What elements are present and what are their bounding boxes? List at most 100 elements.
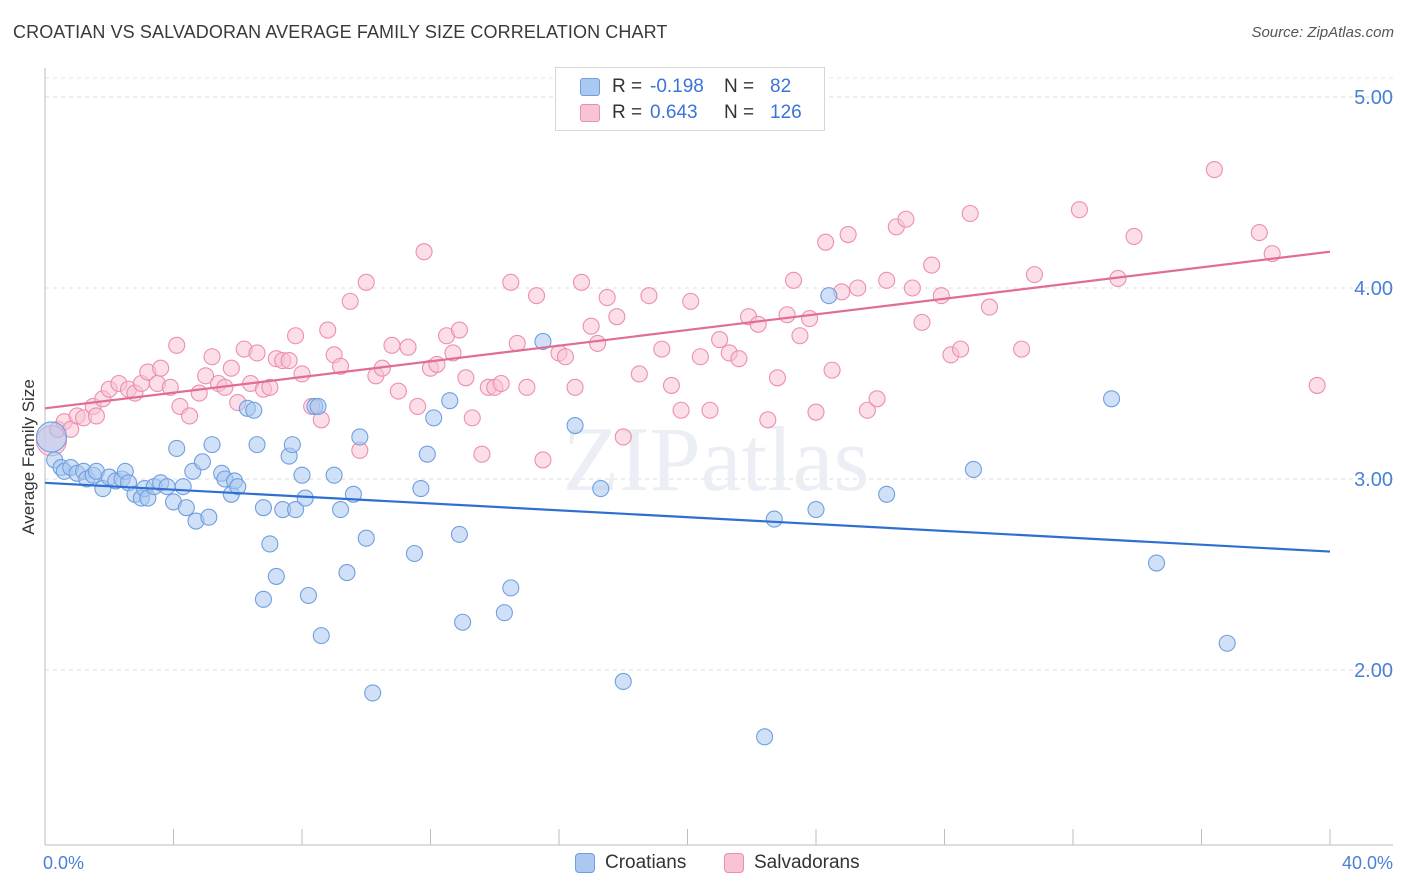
source-note: Source: ZipAtlas.com [1251,24,1394,41]
data-point-croatians [756,728,774,746]
data-point-salvadorans [878,271,896,289]
data-point-salvadorans [341,292,359,310]
data-point-salvadorans [768,369,787,387]
legend-r-label: R = [612,76,643,97]
data-point-croatians [765,510,783,528]
data-point-croatians [357,529,375,547]
legend-label-salvadorans: Salvadorans [754,852,860,873]
legend-r-value: 0.643 [650,102,698,123]
data-point-croatians [964,460,982,479]
data-point-croatians [229,478,247,496]
data-point-salvadorans [463,409,481,427]
legend-swatch-salvadorans [580,104,600,122]
axes [44,68,1393,846]
data-point-salvadorans [849,279,867,297]
data-point-salvadorans [839,225,857,244]
data-point-croatians [364,684,382,702]
data-point-salvadorans [197,367,215,385]
data-point-salvadorans [280,352,298,370]
data-point-croatians [807,501,825,519]
data-point-croatians [405,544,423,563]
trend-line-salvadorans [44,250,1331,410]
y-axis-title: Average Family Size [19,379,38,535]
data-point-croatians [441,392,459,410]
data-point-croatians [454,613,472,631]
data-point-salvadorans [588,334,607,352]
data-point-salvadorans [293,365,311,383]
data-point-croatians [820,287,838,305]
data-point-salvadorans [759,411,777,429]
data-point-salvadorans [614,428,632,446]
data-point-salvadorans [415,243,433,261]
data-point-salvadorans [817,233,835,251]
data-point-salvadorans [961,204,979,223]
legend-r-value: -0.198 [650,76,704,97]
data-point-salvadorans [168,336,186,354]
data-point-croatians [287,501,305,519]
legend-item-croatians: Croatians [575,852,686,874]
data-point-salvadorans [222,359,240,377]
data-point-salvadorans [701,401,719,419]
data-point-salvadorans [582,317,600,335]
data-point-salvadorans [357,273,375,291]
data-point-salvadorans [608,308,626,326]
data-point-croatians [203,436,221,454]
y-tick-labels: 2.00 3.00 4.00 5.00 [1354,87,1393,682]
data-point-salvadorans [730,350,748,368]
data-point-salvadorans [534,451,552,469]
data-point-salvadorans [672,401,690,419]
data-point-salvadorans [691,348,709,366]
trend-lines [44,250,1331,553]
data-point-croatians [878,485,896,503]
y-tick-label: 5.00 [1354,87,1393,109]
data-point-salvadorans [630,365,648,383]
x-tick-label: 40.0% [1342,853,1393,873]
series-legend: Croatians Salvadorans [0,852,1406,878]
data-point-croatians [248,436,266,454]
data-point-croatians [351,428,369,446]
data-point-croatians [245,401,263,419]
data-point-salvadorans [598,288,616,307]
data-point-salvadorans [450,321,468,339]
data-point-salvadorans [897,210,915,228]
stats-legend: R = -0.198 N = 82 R = 0.643 N = 126 [555,67,825,131]
data-point-salvadorans [566,378,584,396]
data-point-salvadorans [502,273,520,291]
legend-swatch-salvadorans [724,853,744,873]
data-point-salvadorans [556,348,574,366]
data-point-salvadorans [389,382,407,400]
data-point-salvadorans [492,374,510,393]
data-point-salvadorans [903,279,921,297]
data-point-croatians [1103,390,1121,408]
data-point-salvadorans [1025,266,1043,284]
legend-row-croatians: R = -0.198 N = 82 [580,75,810,99]
data-point-croatians [534,332,552,351]
data-point-croatians [614,672,632,691]
data-point-salvadorans [319,321,337,339]
data-point-croatians [283,436,301,454]
data-point-salvadorans [190,384,208,402]
data-point-salvadorans [682,292,700,310]
data-point-salvadorans [161,378,179,396]
data-point-croatians [299,586,317,605]
data-point-salvadorans [457,369,475,387]
data-point-croatians [325,466,343,484]
data-point-croatians [338,564,356,582]
data-point-salvadorans [1070,201,1088,219]
data-point-salvadorans [1308,376,1326,394]
y-tick-label: 2.00 [1354,660,1393,682]
data-point-salvadorans [87,407,105,425]
data-point-croatians [1218,634,1236,652]
data-point-croatians [312,627,330,645]
data-point-salvadorans [287,327,305,345]
legend-n-label: N = [724,76,755,97]
data-point-salvadorans [383,336,401,354]
data-point-salvadorans [923,256,941,274]
data-point-salvadorans [801,310,819,328]
data-point-salvadorans [572,273,591,291]
legend-label-croatians: Croatians [605,852,687,873]
data-point-croatians [254,590,273,608]
data-point-croatians [309,397,327,415]
x-tick-labels: 0.0% 40.0% [43,853,1393,873]
